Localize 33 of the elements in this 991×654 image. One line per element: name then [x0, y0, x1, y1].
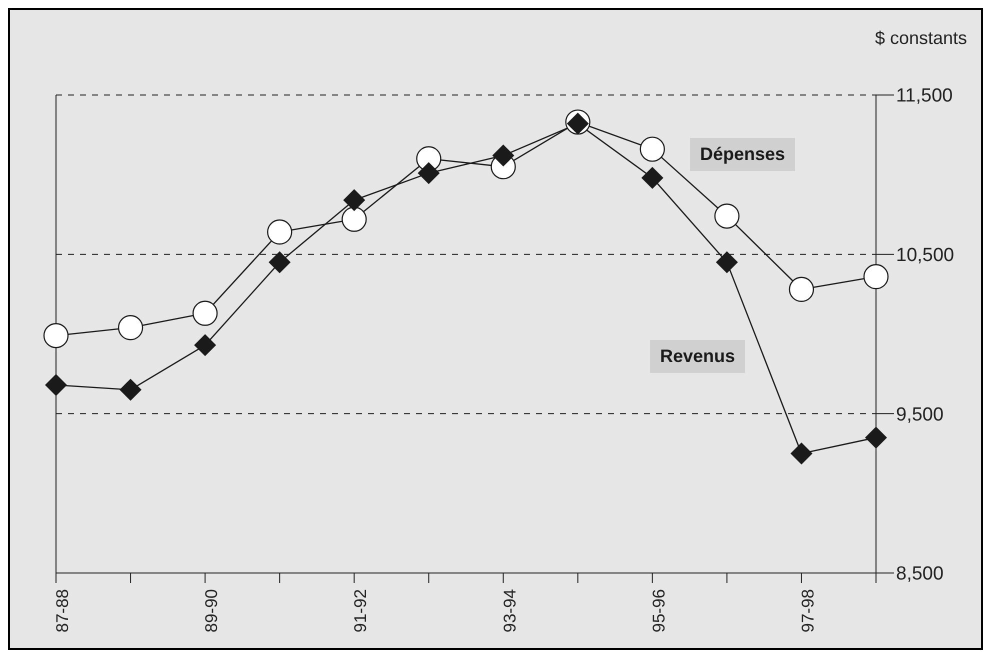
y-tick-label: 10,500 [896, 245, 954, 266]
point [418, 162, 440, 184]
y-tick-label: 11,500 [896, 86, 953, 107]
x-tick-label: 87-88 [53, 589, 72, 632]
point [118, 315, 144, 340]
y-axis-title: $ constants [874, 28, 967, 49]
point [343, 189, 366, 212]
point [120, 378, 142, 401]
point [492, 144, 514, 167]
point [640, 136, 665, 162]
x-tick-label: 93-94 [500, 589, 520, 632]
point [641, 166, 664, 189]
point [714, 203, 740, 229]
point [192, 300, 218, 326]
series-label: Revenus [650, 340, 746, 373]
point [45, 374, 67, 396]
x-tick-label: 97-98 [798, 589, 818, 632]
point [788, 276, 814, 302]
point [43, 322, 69, 348]
point [342, 206, 367, 232]
point [194, 334, 216, 356]
x-tick-label: 89-90 [202, 589, 222, 632]
y-tick-label: 8,500 [896, 564, 944, 585]
x-tick-label: 91-92 [351, 589, 370, 632]
point [268, 251, 291, 274]
point [790, 442, 812, 464]
x-tick-label: 95-96 [649, 589, 668, 632]
series-label: Dépenses [690, 138, 796, 171]
point [716, 251, 738, 274]
point [267, 219, 292, 245]
point [863, 264, 889, 290]
point [865, 426, 887, 449]
y-tick-label: 9,500 [896, 404, 944, 426]
